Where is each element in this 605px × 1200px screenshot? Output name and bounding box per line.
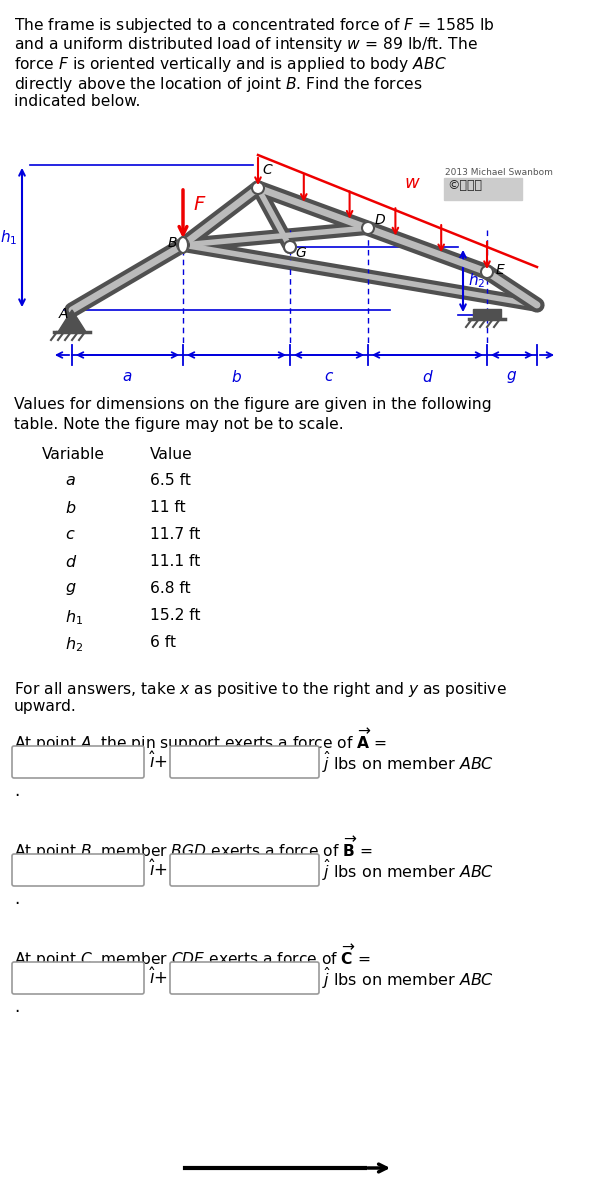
Text: $a$: $a$ [65, 473, 76, 488]
Text: $g$: $g$ [506, 370, 517, 385]
Text: force $F$ is oriented vertically and is applied to body $ABC$: force $F$ is oriented vertically and is … [14, 55, 446, 74]
Text: Variable: Variable [42, 446, 105, 462]
Text: table. Note the figure may not be to scale.: table. Note the figure may not be to sca… [14, 416, 344, 432]
Text: $\hat{\imath}$+: $\hat{\imath}$+ [149, 751, 168, 773]
Circle shape [481, 266, 493, 278]
Text: $b$: $b$ [65, 500, 76, 516]
Text: $F$: $F$ [193, 196, 206, 215]
Text: At point $B$, member $BGD$ exerts a force of $\overrightarrow{\mathbf{B}}$ =: At point $B$, member $BGD$ exerts a forc… [14, 834, 373, 862]
Text: $B$: $B$ [167, 236, 178, 250]
Circle shape [177, 239, 189, 251]
Text: $c$: $c$ [324, 370, 334, 384]
Circle shape [252, 182, 264, 194]
Text: .: . [14, 782, 19, 800]
FancyBboxPatch shape [170, 962, 319, 994]
FancyBboxPatch shape [12, 962, 144, 994]
Text: $\hat{j}$ lbs on member $ABC$: $\hat{j}$ lbs on member $ABC$ [322, 750, 494, 774]
Text: 11.1 ft: 11.1 ft [150, 554, 200, 569]
Text: $w$: $w$ [404, 174, 420, 192]
Text: .: . [14, 890, 19, 908]
Text: $d$: $d$ [422, 370, 433, 385]
Text: upward.: upward. [14, 700, 77, 714]
Text: $a$: $a$ [122, 370, 132, 384]
Text: 6.5 ft: 6.5 ft [150, 473, 191, 488]
Text: The frame is subjected to a concentrated force of $F$ = 1585 lb: The frame is subjected to a concentrated… [14, 16, 495, 35]
Text: At point $A$, the pin support exerts a force of $\overrightarrow{\mathbf{A}}$ =: At point $A$, the pin support exerts a f… [14, 726, 387, 754]
Text: $h_1$: $h_1$ [65, 608, 83, 626]
Text: At point $C$, member $CDE$ exerts a force of $\overrightarrow{\mathbf{C}}$ =: At point $C$, member $CDE$ exerts a forc… [14, 942, 371, 970]
Text: 6.8 ft: 6.8 ft [150, 581, 191, 596]
FancyBboxPatch shape [12, 854, 144, 886]
Text: 2013 Michael Swanbom: 2013 Michael Swanbom [445, 168, 553, 176]
Text: $h_2$: $h_2$ [65, 635, 83, 654]
Text: $h_1$: $h_1$ [0, 228, 17, 247]
Text: $c$: $c$ [65, 527, 76, 542]
Text: 15.2 ft: 15.2 ft [150, 608, 200, 623]
Text: 6 ft: 6 ft [150, 635, 176, 650]
Text: $\hat{\imath}$+: $\hat{\imath}$+ [149, 967, 168, 989]
Text: directly above the location of joint $B$. Find the forces: directly above the location of joint $B$… [14, 74, 422, 94]
Circle shape [362, 222, 374, 234]
Text: $\hat{\imath}$+: $\hat{\imath}$+ [149, 859, 168, 881]
Text: .: . [14, 998, 19, 1016]
FancyBboxPatch shape [170, 746, 319, 778]
Text: $g$: $g$ [65, 581, 77, 596]
Circle shape [284, 241, 296, 253]
Text: $C$: $C$ [262, 163, 273, 176]
Bar [444, 178, 522, 200]
Ellipse shape [178, 236, 188, 253]
Text: ©ⓘⓢⓐ: ©ⓘⓢⓐ [447, 179, 482, 192]
Text: $\hat{j}$ lbs on member $ABC$: $\hat{j}$ lbs on member $ABC$ [322, 858, 494, 882]
Bar [473, 308, 501, 319]
Text: Values for dimensions on the figure are given in the following: Values for dimensions on the figure are … [14, 397, 492, 412]
Text: indicated below.: indicated below. [14, 94, 140, 109]
Polygon shape [58, 310, 86, 332]
Text: $E$: $E$ [495, 263, 506, 277]
FancyBboxPatch shape [12, 746, 144, 778]
Text: For all answers, take $x$ as positive to the right and $y$ as positive: For all answers, take $x$ as positive to… [14, 680, 507, 698]
Text: $A$: $A$ [58, 307, 69, 320]
FancyBboxPatch shape [170, 854, 319, 886]
Text: $b$: $b$ [231, 370, 242, 385]
Text: Value: Value [150, 446, 193, 462]
Text: $\hat{j}$ lbs on member $ABC$: $\hat{j}$ lbs on member $ABC$ [322, 966, 494, 990]
Text: $d$: $d$ [65, 554, 77, 570]
Text: $D$: $D$ [374, 214, 386, 227]
Text: $h_2$: $h_2$ [468, 271, 485, 290]
Text: $G$: $G$ [295, 246, 307, 260]
Text: 11 ft: 11 ft [150, 500, 186, 515]
Text: and a uniform distributed load of intensity $w$ = 89 lb/ft. The: and a uniform distributed load of intens… [14, 36, 478, 54]
Text: 11.7 ft: 11.7 ft [150, 527, 200, 542]
